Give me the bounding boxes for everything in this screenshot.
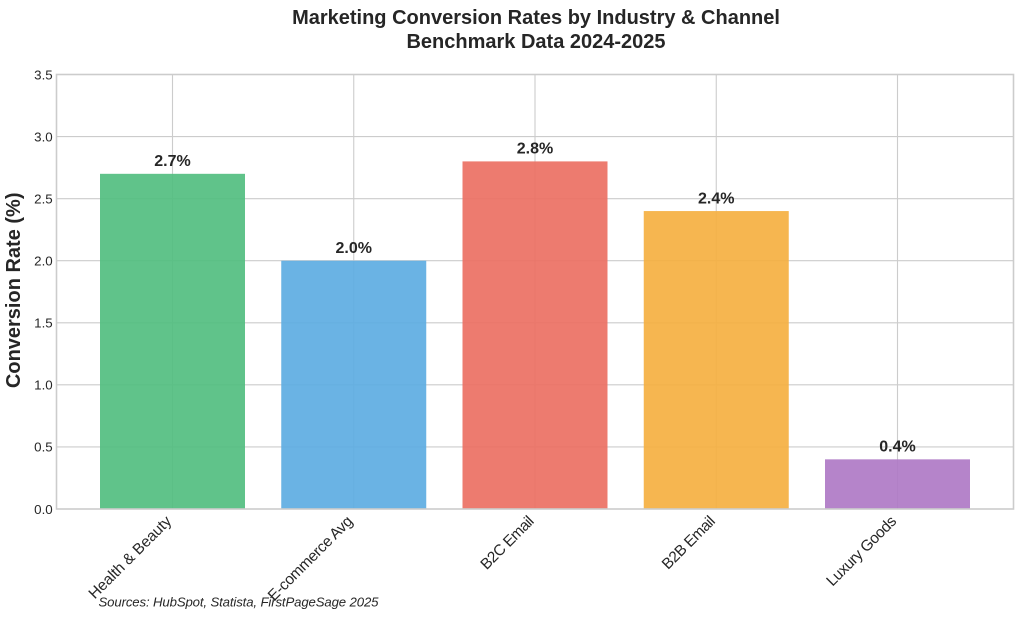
svg-text:2.4%: 2.4% <box>698 190 734 207</box>
svg-text:2.0%: 2.0% <box>336 240 372 257</box>
svg-text:2.7%: 2.7% <box>154 153 190 170</box>
svg-text:Benchmark Data 2024-2025: Benchmark Data 2024-2025 <box>406 31 665 53</box>
svg-text:3.5: 3.5 <box>34 67 53 82</box>
svg-text:Sources: HubSpot, Statista, Fi: Sources: HubSpot, Statista, FirstPageSag… <box>99 595 380 610</box>
svg-text:Conversion Rate (%): Conversion Rate (%) <box>3 193 25 389</box>
svg-text:3.0: 3.0 <box>34 129 53 144</box>
svg-text:2.8%: 2.8% <box>517 141 553 158</box>
svg-text:0.0: 0.0 <box>34 502 53 517</box>
svg-text:1.5: 1.5 <box>34 316 53 331</box>
svg-text:1.0: 1.0 <box>34 378 53 393</box>
svg-text:Marketing Conversion Rates by: Marketing Conversion Rates by Industry &… <box>292 7 780 29</box>
svg-text:2.0: 2.0 <box>34 254 53 269</box>
svg-text:2.5: 2.5 <box>34 191 53 206</box>
svg-text:0.5: 0.5 <box>34 440 53 455</box>
svg-text:0.4%: 0.4% <box>879 439 915 456</box>
